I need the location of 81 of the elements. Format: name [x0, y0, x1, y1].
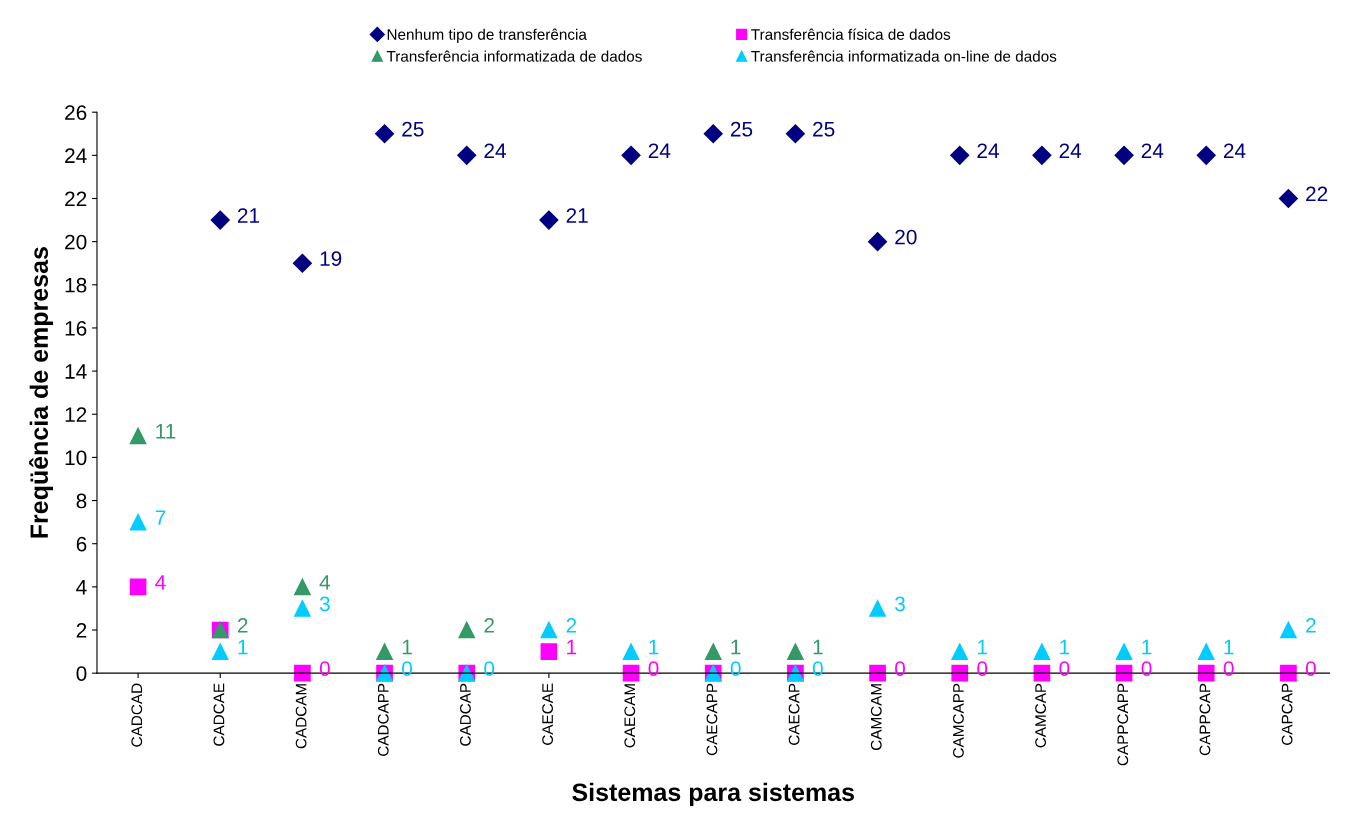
y-tick-label: 6	[76, 536, 87, 552]
data-label: 11	[156, 424, 176, 439]
legend-label: Transferência física de dados	[751, 28, 951, 40]
data-label: 1	[1142, 639, 1152, 655]
data-label: 24	[977, 143, 999, 158]
data-label: 24	[648, 143, 671, 158]
data-label: 19	[320, 251, 342, 267]
x-tick-label: CAECAM	[624, 684, 636, 748]
y-tick-label: 22	[65, 191, 87, 207]
data-label: 24	[1141, 143, 1164, 158]
y-tick-label: 0	[76, 666, 87, 681]
x-tick-label: CAECAP	[788, 683, 800, 745]
data-label: 0	[484, 661, 495, 676]
data-label: 0	[730, 661, 741, 676]
x-tick-label: CAECAE	[542, 683, 553, 745]
data-label: 21	[237, 208, 260, 223]
x-tick-label: CAPPCAPP	[1117, 683, 1129, 766]
y-tick-label: 14	[65, 364, 87, 379]
x-tick-label: CAECAPP	[706, 683, 718, 756]
data-label: 0	[1059, 661, 1070, 676]
x-tick-label: CAPPCAP	[1199, 683, 1211, 756]
legend-label: Transferência informatizada de dados	[386, 50, 642, 62]
data-label: 1	[977, 639, 987, 655]
data-label: 4	[155, 575, 166, 590]
data-label: 2	[566, 618, 577, 633]
x-tick-label: CADCAP	[460, 683, 471, 746]
x-tick-label: CADCAE	[213, 683, 225, 746]
y-tick-label: 8	[76, 493, 87, 509]
data-label: 21	[566, 208, 588, 223]
data-label: 1	[1224, 639, 1234, 655]
data-label: 0	[1305, 661, 1316, 676]
data-label: 3	[895, 596, 905, 612]
x-tick-label: CAMCAM	[870, 684, 882, 751]
data-label: 24	[1223, 143, 1246, 158]
y-tick-label: 2	[76, 623, 87, 638]
data-label: 1	[813, 639, 823, 655]
data-label: 0	[895, 661, 906, 676]
data-label: 2	[237, 618, 248, 633]
data-label: 0	[319, 661, 330, 676]
data-label: 0	[402, 661, 413, 676]
y-tick-label: 12	[65, 407, 87, 422]
x-tick-label: CAMCAP	[1035, 683, 1047, 748]
data-label: 1	[649, 639, 659, 655]
x-tick-label: CADCAPP	[377, 683, 389, 756]
y-tick-label: 20	[65, 234, 87, 250]
y-tick-label: 4	[76, 580, 87, 595]
y-tick-label: 18	[65, 277, 87, 293]
data-label: 25	[730, 121, 753, 137]
y-axis-title: Freqüência de empresas	[29, 247, 53, 538]
x-tick-label: CAPCAP	[1281, 683, 1293, 745]
data-label: 20	[895, 229, 917, 245]
data-label: 2	[484, 618, 494, 633]
data-label: 0	[812, 661, 823, 676]
data-label: 4	[319, 575, 331, 590]
data-label: 1	[567, 639, 577, 655]
x-tick-label: CAMCAPP	[953, 683, 964, 758]
data-label: 24	[484, 143, 506, 158]
data-label: 0	[977, 661, 988, 676]
x-axis-title: Sistemas para sistemas	[572, 782, 854, 807]
data-label: 7	[155, 510, 166, 525]
data-label: 1	[1060, 639, 1070, 655]
y-tick-label: 16	[65, 320, 87, 336]
data-label: 24	[1059, 143, 1082, 158]
data-label: 1	[238, 639, 248, 655]
legend-label: Nenhum tipo de transferência	[387, 28, 587, 43]
data-label: 25	[402, 121, 424, 137]
x-tick-label: CADCAM	[295, 684, 307, 749]
y-tick-label: 24	[65, 148, 87, 163]
data-label: 1	[731, 639, 741, 655]
y-tick-label: 10	[65, 450, 87, 466]
data-label: 22	[1306, 186, 1328, 202]
data-label: 0	[1141, 661, 1152, 676]
data-label: 0	[1223, 661, 1234, 676]
data-label: 3	[319, 596, 330, 612]
data-label: 25	[813, 121, 835, 137]
y-tick-label: 26	[65, 105, 87, 120]
data-label: 1	[402, 639, 412, 655]
legend-label: Transferência informatizada on-line de dados	[751, 50, 1057, 62]
data-label: 0	[648, 661, 659, 676]
data-label: 2	[1306, 618, 1316, 633]
x-tick-label: CADCAD	[131, 683, 143, 747]
